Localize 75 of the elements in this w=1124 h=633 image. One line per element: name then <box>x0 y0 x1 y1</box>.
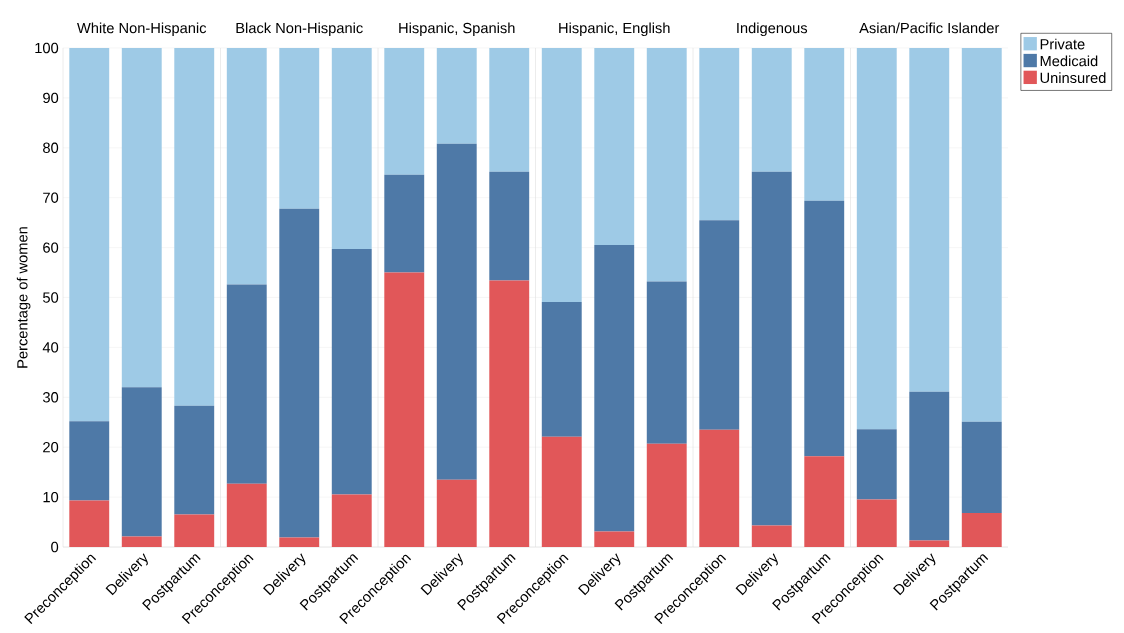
bar <box>699 48 740 221</box>
bar <box>909 48 950 392</box>
bar <box>69 500 110 547</box>
bar <box>646 443 687 547</box>
bar <box>279 537 320 547</box>
legend-label: Private <box>1040 38 1085 50</box>
y-tick-label: 80 <box>43 142 59 153</box>
bar <box>909 391 950 541</box>
bar <box>699 429 740 547</box>
legend-label: Uninsured <box>1040 72 1106 84</box>
bar <box>331 48 372 250</box>
chart-title: Hispanic, English <box>559 22 670 37</box>
bar <box>646 48 687 282</box>
bar <box>384 174 425 273</box>
bar <box>174 48 215 406</box>
y-tick-label: 50 <box>43 292 59 303</box>
bar <box>384 48 425 175</box>
bar <box>541 301 582 437</box>
chart-title: Indigenous <box>737 22 808 37</box>
bar <box>331 249 372 495</box>
bar <box>69 421 110 501</box>
bar <box>594 48 635 246</box>
bar <box>699 220 740 430</box>
bar <box>961 48 1002 422</box>
bar <box>909 540 950 547</box>
legend-label: Medicaid <box>1040 55 1098 67</box>
bar <box>121 536 162 547</box>
chart-title: Hispanic, Spanish <box>399 22 515 37</box>
bar <box>751 171 792 526</box>
bar <box>856 429 897 500</box>
chart-title: Asian/Pacific Islander <box>859 22 1000 34</box>
y-tick-label: 70 <box>43 192 59 203</box>
y-axis-title: Percentage of women <box>16 227 31 368</box>
chart-title: White Non-Hispanic <box>77 22 207 37</box>
bar <box>69 48 110 422</box>
bar <box>174 405 215 515</box>
bar <box>384 272 425 547</box>
bar <box>541 48 582 302</box>
bar <box>436 48 477 144</box>
bar <box>174 514 215 547</box>
y-tick-label: 90 <box>43 92 59 104</box>
y-tick-label: 100 <box>35 42 59 54</box>
y-tick-label: 10 <box>43 491 59 503</box>
bar <box>804 48 845 201</box>
bar <box>751 48 792 172</box>
bar <box>804 200 845 457</box>
bar <box>594 245 635 532</box>
bar <box>121 48 162 388</box>
bar <box>436 143 477 480</box>
bar <box>594 531 635 547</box>
bar <box>226 483 267 547</box>
bar <box>856 499 897 547</box>
bar <box>489 171 530 281</box>
y-tick-label: 20 <box>43 442 59 453</box>
y-tick-label: 0 <box>51 541 59 553</box>
bar <box>489 280 530 547</box>
bar <box>331 494 372 547</box>
bar <box>226 284 267 484</box>
bar <box>961 513 1002 547</box>
bar <box>856 48 897 430</box>
bar <box>279 208 320 538</box>
bar <box>121 387 162 537</box>
y-tick-label: 40 <box>42 342 59 353</box>
bar <box>751 525 792 547</box>
y-tick-label: 60 <box>43 242 59 253</box>
y-tick-label: 30 <box>42 392 59 403</box>
bar <box>804 456 845 547</box>
bar <box>961 421 1002 514</box>
bar <box>279 48 320 209</box>
chart-title: Black Non-Hispanic <box>236 22 363 37</box>
bar <box>436 479 477 547</box>
bar <box>489 48 530 172</box>
bar <box>226 48 267 285</box>
bar <box>646 281 687 444</box>
bar <box>541 436 582 547</box>
